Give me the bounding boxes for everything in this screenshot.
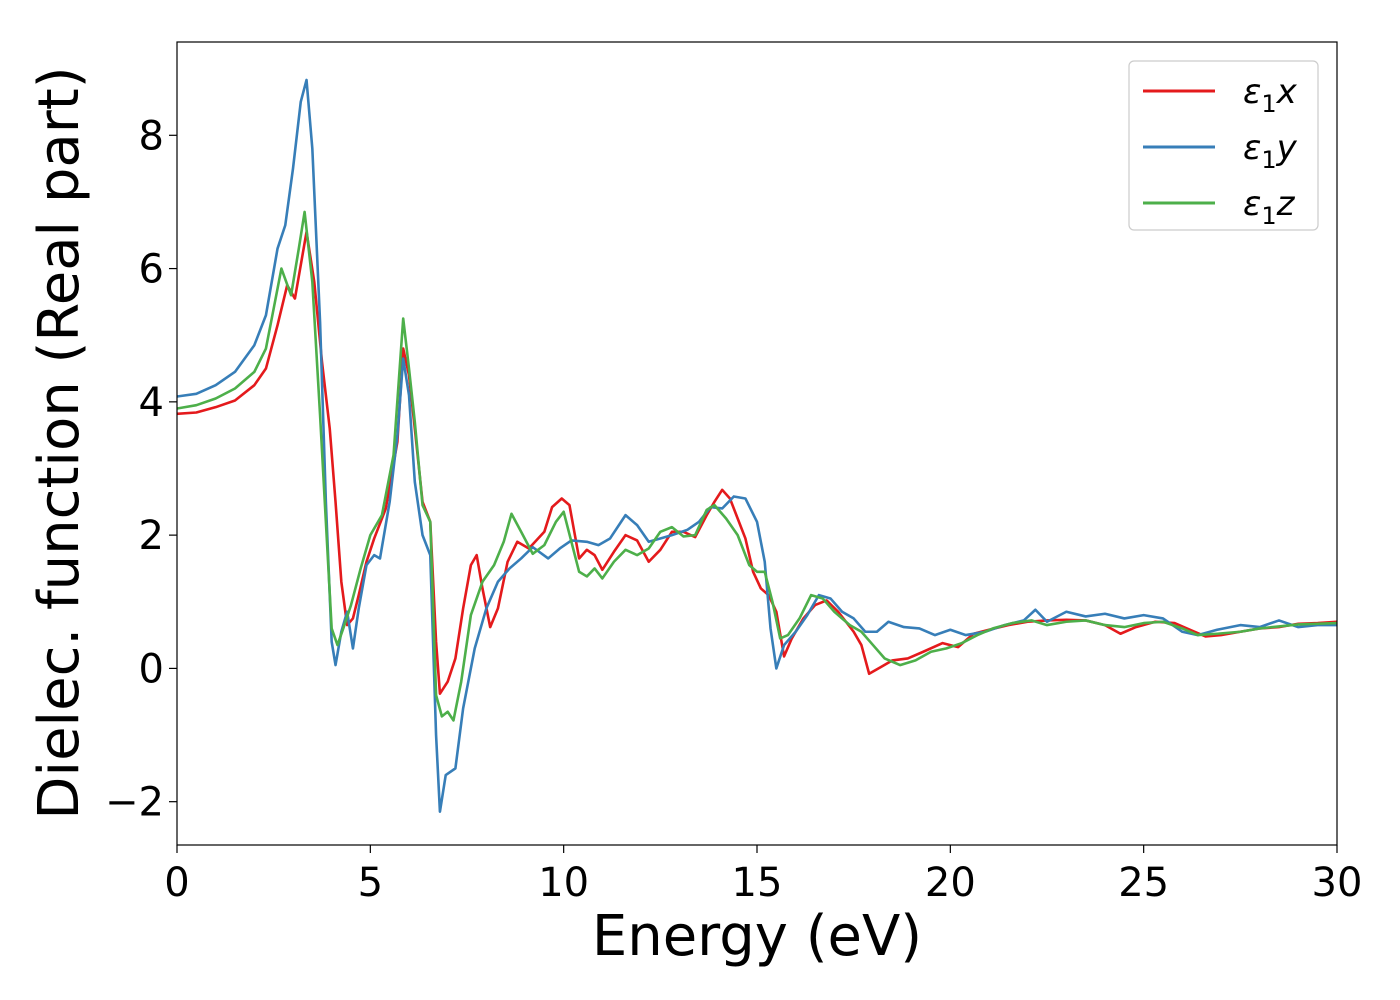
x-tick-label: 25 — [1118, 860, 1169, 906]
legend-label-x: ε1x — [1243, 72, 1298, 118]
x-axis-ticks: 0 5 10 15 20 25 30 — [164, 845, 1362, 906]
y-tick-label: 0 — [139, 646, 164, 692]
x-axis-title: Energy (eV) — [592, 904, 922, 969]
series-line-x — [177, 230, 1337, 696]
series-layer — [177, 78, 1337, 813]
x-tick-label: 5 — [358, 860, 383, 906]
legend: ε1x ε1y ε1z — [1128, 60, 1319, 231]
y-tick-label: 4 — [139, 380, 164, 426]
legend-box — [1128, 60, 1319, 231]
y-axis-ticks: −2 0 2 4 6 8 — [105, 113, 177, 826]
y-tick-label: 8 — [139, 113, 164, 159]
y-tick-label: 6 — [139, 247, 164, 293]
series-line-z — [177, 210, 1337, 722]
legend-label-z: ε1z — [1243, 184, 1296, 230]
x-tick-label: 15 — [732, 860, 783, 906]
x-tick-label: 10 — [538, 860, 589, 906]
y-tick-label: −2 — [105, 780, 164, 826]
x-tick-label: 0 — [164, 860, 189, 906]
x-tick-label: 20 — [925, 860, 976, 906]
legend-entries: ε1x ε1y ε1z — [1143, 72, 1298, 230]
legend-label-y: ε1y — [1243, 128, 1298, 174]
y-tick-label: 2 — [139, 513, 164, 559]
y-axis-title: Dielec. function (Real part) — [27, 66, 92, 819]
x-tick-label: 30 — [1312, 860, 1363, 906]
